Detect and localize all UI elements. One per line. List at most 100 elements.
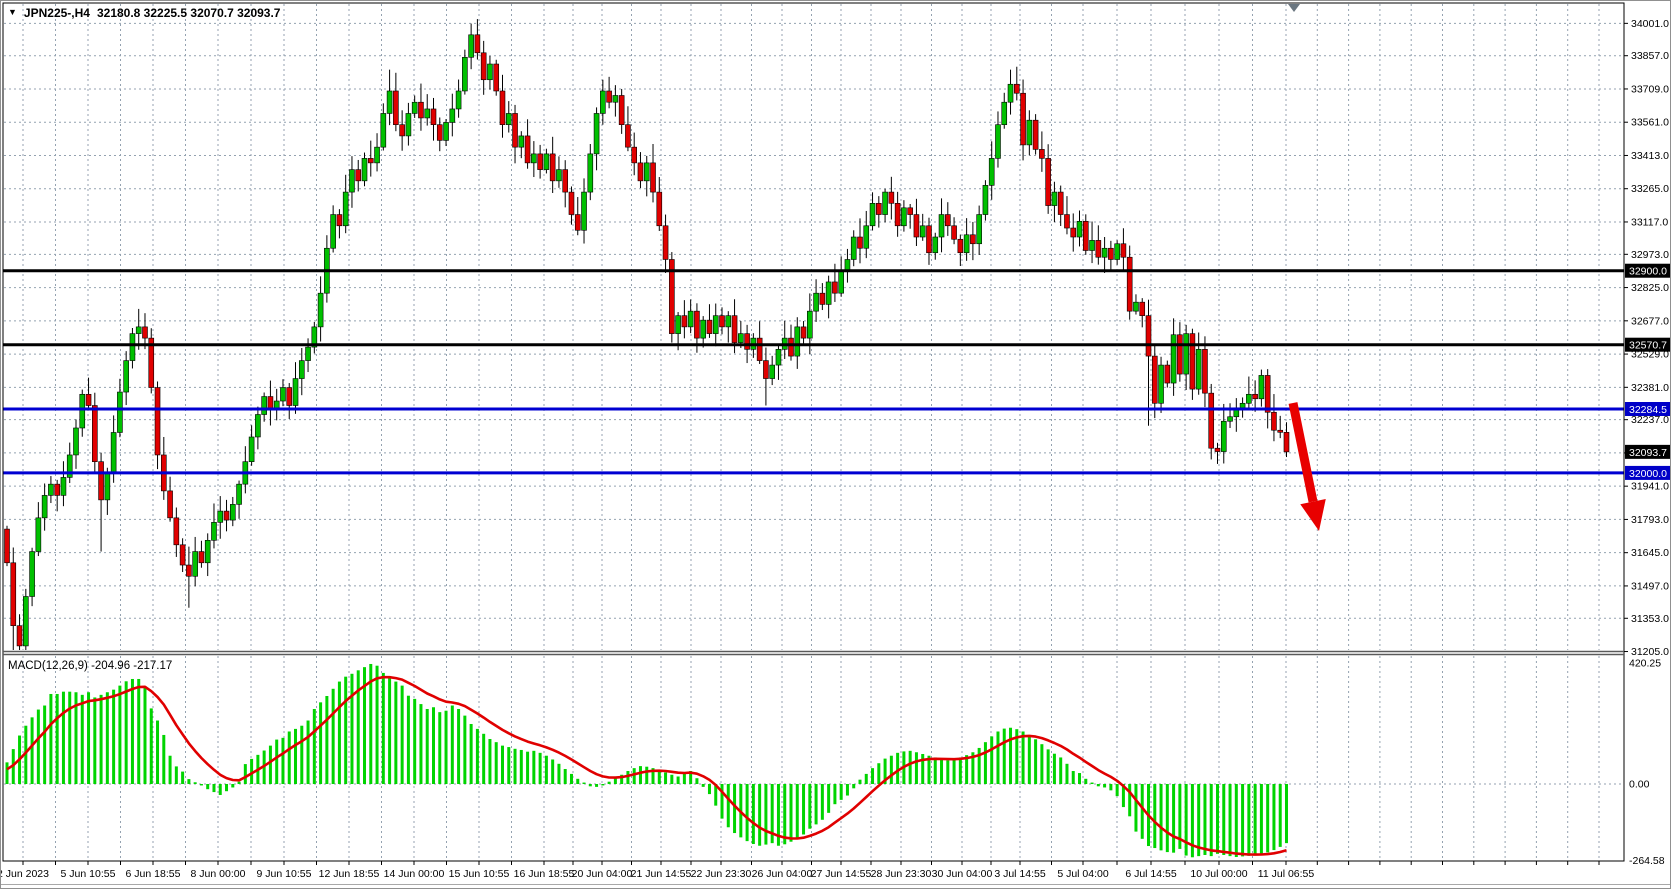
candle-up xyxy=(1220,420,1227,452)
macd-histogram-bar xyxy=(1078,773,1082,784)
macd-histogram-bar xyxy=(676,776,680,784)
macd-histogram-bar xyxy=(475,728,479,784)
candle-down xyxy=(763,360,769,379)
macd-histogram-bar xyxy=(469,723,473,784)
macd-histogram-bar xyxy=(388,677,392,784)
sell-arrow[interactable] xyxy=(1288,402,1326,531)
macd-histogram-bar xyxy=(1065,763,1069,784)
candle-up xyxy=(48,483,54,496)
price-label-text: 32570.7 xyxy=(1629,340,1667,352)
candle-up xyxy=(813,292,819,312)
macd-pane-background[interactable] xyxy=(3,655,1624,861)
macd-histogram-bar xyxy=(1272,784,1276,851)
price-label-text: 32093.7 xyxy=(1629,447,1667,459)
macd-histogram-bar xyxy=(431,707,435,784)
main-pane-background[interactable] xyxy=(3,3,1624,651)
price-axis-labels[interactable]: 34001.0 33857.0 33709.0 33561.0 33413.0 33265… xyxy=(1624,18,1669,658)
macd-histogram-bar xyxy=(613,778,617,784)
macd-histogram-bar xyxy=(1128,784,1132,817)
price-label-text: 32900.0 xyxy=(1629,266,1667,278)
time-axis[interactable]: 2 Jun 2023 5 Jun 10:55 6 Jun 18:55 8 Jun 00… xyxy=(1,861,1600,880)
macd-histogram-bar xyxy=(187,779,191,784)
macd-histogram-bar xyxy=(764,784,768,845)
candle-up xyxy=(1051,191,1058,206)
macd-histogram-bar xyxy=(1278,784,1282,847)
candle-up xyxy=(869,203,876,227)
candle-up xyxy=(135,326,142,334)
candle-up xyxy=(298,360,305,379)
time-axis-label: 26 Jun 04:00 xyxy=(752,868,813,880)
candle-up xyxy=(192,551,198,577)
sell-arrow-shaft[interactable] xyxy=(1288,402,1318,503)
candle-up xyxy=(217,510,224,523)
price-label-32570.7: 32570.7 xyxy=(1625,337,1670,352)
candle-down xyxy=(731,315,738,343)
macd-histogram-bar xyxy=(1084,778,1088,784)
candle-down xyxy=(1264,375,1271,413)
macd-axis-labels[interactable]: 420.25 0.00 -264.58 xyxy=(4,657,1665,867)
candle-up xyxy=(361,158,368,182)
macd-histogram-bar xyxy=(143,686,147,784)
candle-down xyxy=(1070,227,1077,238)
macd-histogram-bar xyxy=(770,784,774,844)
macd-histogram-bar xyxy=(1052,753,1056,784)
macd-histogram-bar xyxy=(168,755,172,784)
price-tick-label: 32973.0 xyxy=(1631,249,1669,261)
macd-histogram-bar xyxy=(720,784,724,819)
candle-down xyxy=(98,461,104,501)
candle-up xyxy=(675,315,681,334)
candle-up xyxy=(712,315,719,334)
macd-histogram-bar xyxy=(87,692,91,784)
macd-histogram-bar xyxy=(827,784,831,813)
candle-up xyxy=(462,56,468,92)
macd-histogram-bar xyxy=(946,760,950,784)
candle-down xyxy=(1126,256,1133,312)
candle-down xyxy=(562,169,569,193)
macd-histogram xyxy=(5,663,1288,858)
price-tick-label: 31941.0 xyxy=(1631,481,1669,493)
candle-down xyxy=(1057,191,1064,215)
sell-arrow-head[interactable] xyxy=(1300,499,1326,531)
candle-up xyxy=(41,495,48,519)
macd-histogram-bar xyxy=(814,784,818,825)
candle-up xyxy=(1195,349,1202,390)
candle-up xyxy=(311,326,318,348)
candle-up xyxy=(863,225,870,249)
candle-up xyxy=(1101,247,1108,258)
macd-histogram-bar xyxy=(444,710,448,784)
macd-histogram-bar xyxy=(977,747,981,784)
candle-down xyxy=(16,625,23,647)
macd-histogram-bar xyxy=(651,768,655,784)
candle-up xyxy=(455,90,462,110)
macd-histogram-bar xyxy=(394,681,398,784)
candle-down xyxy=(951,225,957,240)
candle-up xyxy=(248,436,255,462)
macd-histogram-bar xyxy=(268,745,272,784)
time-axis-label: 21 Jun 14:55 xyxy=(631,868,692,880)
macd-histogram-bar xyxy=(1284,784,1288,844)
candle-down xyxy=(92,405,98,462)
candle-up xyxy=(29,551,35,597)
macd-histogram-bar xyxy=(664,772,668,784)
macd-histogram-bar xyxy=(80,694,84,784)
candle-up xyxy=(531,153,537,164)
macd-histogram-bar xyxy=(337,681,341,784)
macd-histogram-bar xyxy=(820,784,824,820)
macd-histogram-bar xyxy=(783,784,787,845)
candle-down xyxy=(198,551,205,564)
candle-down xyxy=(436,124,443,141)
candle-down xyxy=(148,337,155,388)
candle-up xyxy=(1227,416,1233,422)
candle-down xyxy=(1252,393,1258,400)
macd-histogram-bar xyxy=(300,725,304,784)
candle-up xyxy=(995,124,1001,159)
candle-up xyxy=(487,63,493,81)
macd-histogram-bar xyxy=(212,784,216,793)
candle-down xyxy=(367,158,374,164)
candle-down xyxy=(474,34,481,54)
candle-down xyxy=(650,162,656,193)
candle-up xyxy=(204,540,211,564)
macd-histogram-bar xyxy=(544,755,548,784)
